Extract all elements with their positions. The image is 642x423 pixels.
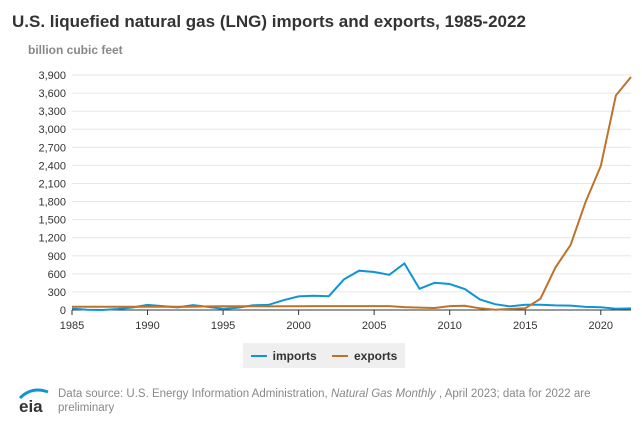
y-tick-label: 1,200 (38, 233, 66, 245)
series-line-exports (72, 76, 632, 311)
y-tick-label: 3,900 (38, 70, 66, 82)
x-tick-label: 2005 (362, 320, 386, 332)
chart-title: U.S. liquefied natural gas (LNG) imports… (12, 12, 526, 31)
x-tick-label: 2000 (286, 320, 310, 332)
y-tick-label: 2,700 (38, 142, 66, 154)
legend: imports exports (243, 343, 405, 368)
y-tick-label: 300 (48, 287, 66, 299)
y-tick-label: 1,500 (38, 215, 66, 227)
x-tick-label: 2015 (513, 320, 537, 332)
y-tick-label: 600 (48, 269, 66, 281)
x-tick-label: 1985 (60, 320, 84, 332)
y-tick-label: 1,800 (38, 197, 66, 209)
y-tick-label: 3,600 (38, 88, 66, 100)
chart-plot: 0 300 600 900 1,200 1,500 1,800 2,100 2,400 2,700… (38, 70, 632, 332)
y-tick-label: 2,400 (38, 160, 66, 172)
y-tick-label: 900 (48, 251, 66, 263)
y-tick-label: 2,100 (38, 178, 66, 190)
legend-label: imports (272, 348, 317, 363)
y-tick-label: 3,000 (38, 124, 66, 136)
y-tick-label: 3,300 (38, 106, 66, 118)
legend-swatch (250, 354, 267, 357)
x-tick-label: 2020 (589, 320, 613, 332)
data-source-note: Data source: U.S. Energy Information Adm… (58, 388, 591, 414)
legend-item-exports[interactable]: exports (331, 348, 398, 363)
svg-text:eia: eia (19, 397, 43, 414)
legend-item-imports[interactable]: imports (250, 348, 317, 363)
legend-label: exports (353, 348, 398, 363)
x-tick-label: 1990 (135, 320, 159, 332)
x-tick-label: 1995 (211, 320, 235, 332)
x-tick-label: 2010 (437, 320, 461, 332)
legend-swatch (331, 354, 348, 357)
y-tick-label: 0 (60, 305, 66, 317)
y-axis-label: billion cubic feet (28, 43, 123, 57)
